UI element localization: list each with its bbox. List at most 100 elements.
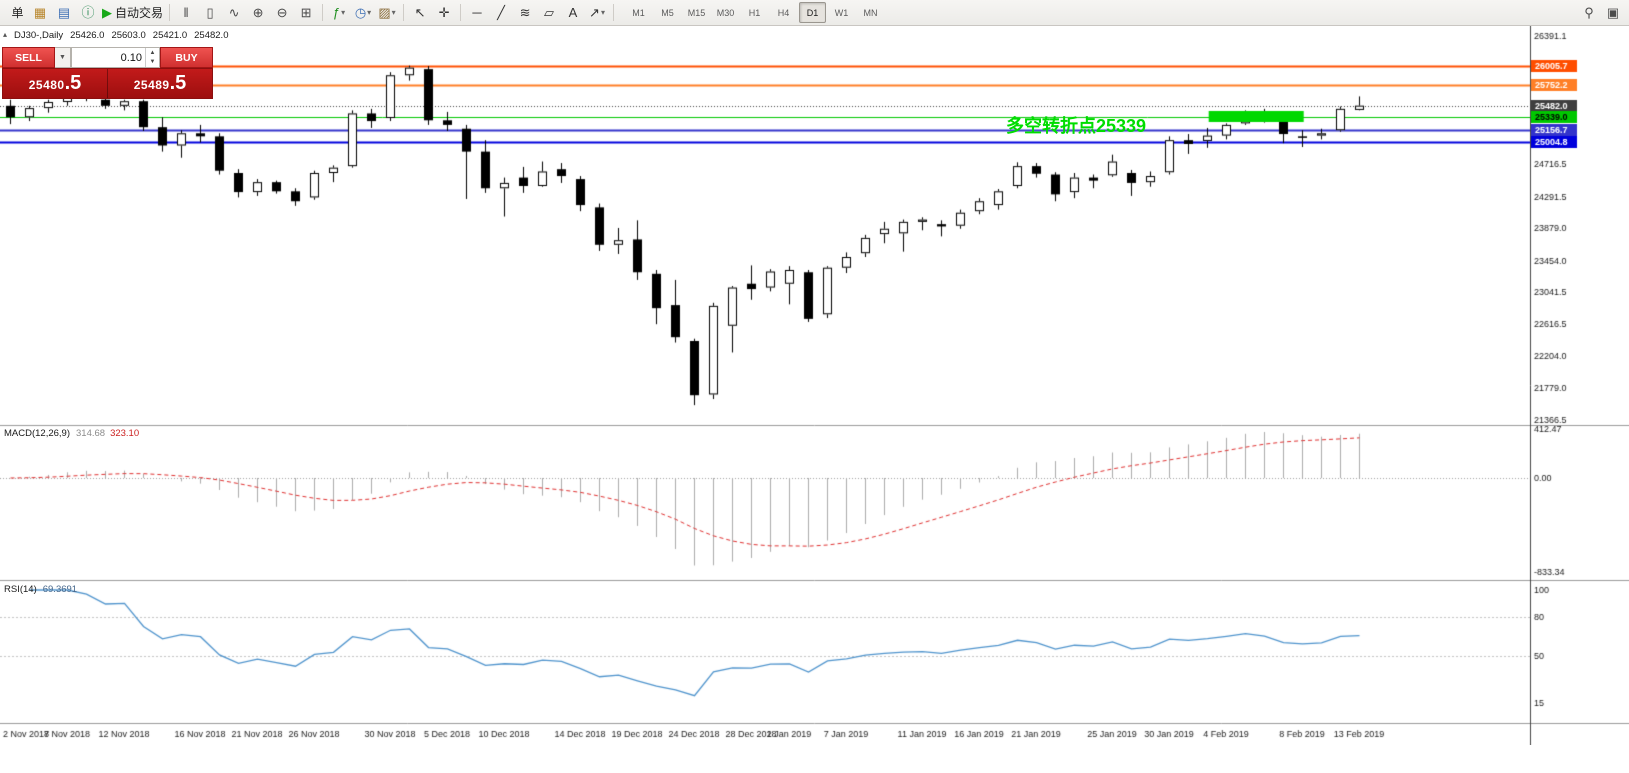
new-chart-icon: ▦: [33, 5, 47, 20]
zoom-out-icon: ⊖: [276, 5, 288, 20]
auto-trading-button[interactable]: ▶ 自动交易: [100, 2, 165, 24]
trendline-icon: ╱: [497, 5, 505, 20]
cursor-icon: ↖: [414, 5, 426, 20]
tile-windows-icon: ⊞: [300, 5, 312, 20]
macd-value: 314.68: [76, 428, 106, 439]
crosshair-icon: ✛: [438, 5, 450, 20]
new-order-button-label: 单: [11, 5, 24, 20]
chevron-down-icon[interactable]: ▾: [341, 7, 346, 17]
symbol-name: DJ30-,Daily: [14, 30, 64, 41]
chart-window: ▴ DJ30-,Daily 25426.0 25603.0 25421.0 25…: [0, 26, 1629, 773]
arrows-icon: ↗: [589, 5, 600, 20]
volume-up-icon[interactable]: ▲: [149, 49, 156, 56]
toolbar-separator: [322, 4, 324, 21]
text-label-icon[interactable]: A: [561, 2, 585, 24]
fibonacci-icon: ≋: [519, 5, 531, 20]
volume-box: ▲ ▼: [71, 47, 160, 68]
line-chart-icon: ∿: [228, 5, 240, 20]
toolbar-right-group: ⚲ ▣: [1577, 2, 1625, 24]
auto-trading-button-label: 自动交易: [115, 5, 164, 20]
sell-price-fraction: .5: [64, 72, 82, 94]
volume-input[interactable]: [72, 48, 145, 67]
macd-indicator-header: MACD(12,26,9) 314.68 323.10: [4, 428, 139, 439]
sell-button[interactable]: SELL: [2, 47, 55, 68]
toolbar-separator: [403, 4, 405, 21]
chart-canvas[interactable]: [0, 26, 1629, 745]
bar-chart-icon[interactable]: ‖: [174, 2, 198, 24]
profiles-icon: ▤: [57, 5, 71, 20]
chevron-down-icon[interactable]: ▾: [391, 7, 396, 17]
timeframe-m15[interactable]: M15: [687, 7, 706, 18]
toolbar-separator: [613, 4, 615, 21]
timeframe-h4[interactable]: H4: [777, 7, 790, 18]
timeframe-mn[interactable]: MN: [863, 7, 878, 18]
cursor-icon[interactable]: ↖: [408, 2, 432, 24]
templates-icon[interactable]: ▨ ▾: [375, 2, 399, 24]
sell-price-button[interactable]: 25480 .5: [3, 69, 107, 98]
buy-price-button[interactable]: 25489 .5: [107, 69, 212, 98]
volume-spinner: ▲ ▼: [145, 48, 159, 67]
timeframe-toolbar: M1 M5 M15 M30 H1 H4 D1 W1 MN: [624, 2, 885, 23]
arrows-icon[interactable]: ↗ ▾: [585, 2, 609, 24]
toolbar-separator: [169, 4, 171, 21]
line-chart-icon[interactable]: ∿: [222, 2, 246, 24]
data-window-icon: ⓘ: [81, 5, 95, 20]
ohlc-high: 25603.0: [111, 30, 146, 41]
periods-icon: ◷: [354, 5, 367, 20]
data-window-icon[interactable]: ⓘ: [76, 2, 100, 24]
ohlc-open: 25426.0: [70, 30, 105, 41]
channel-icon[interactable]: ▱: [537, 2, 561, 24]
crosshair-icon[interactable]: ✛: [432, 2, 456, 24]
chevron-down-icon[interactable]: ▾: [600, 7, 605, 17]
trendline-icon[interactable]: ╱: [489, 2, 513, 24]
buy-price-main: 25489: [133, 78, 170, 92]
volume-dropdown-button[interactable]: ▼: [55, 47, 71, 68]
zoom-out-icon[interactable]: ⊖: [270, 2, 294, 24]
volume-down-icon[interactable]: ▼: [149, 59, 156, 66]
rsi-title: RSI(14): [4, 584, 37, 595]
new-chart-icon[interactable]: ▦: [28, 2, 52, 24]
one-click-panel-toggle[interactable]: ▴: [3, 30, 8, 39]
tile-windows-icon[interactable]: ⊞: [294, 2, 318, 24]
auto-trading-button: ▶: [102, 5, 112, 20]
fibonacci-icon[interactable]: ≋: [513, 2, 537, 24]
horizontal-line-icon[interactable]: ─: [465, 2, 489, 24]
periods-icon[interactable]: ◷ ▾: [351, 2, 375, 24]
timeframe-d1[interactable]: D1: [799, 2, 827, 23]
ohlc-close: 25482.0: [194, 30, 229, 41]
zoom-in-icon[interactable]: ⊕: [246, 2, 270, 24]
candlestick-chart-icon[interactable]: ▯: [198, 2, 222, 24]
chart-ohlc-header: DJ30-,Daily 25426.0 25603.0 25421.0 2548…: [14, 30, 228, 41]
profiles-icon[interactable]: ▤: [52, 2, 76, 24]
timeframe-w1[interactable]: W1: [834, 7, 849, 18]
indicators-icon[interactable]: ƒ ▾: [327, 2, 351, 24]
templates-icon: ▨: [378, 5, 391, 20]
search-icon[interactable]: ⚲: [1584, 5, 1594, 20]
layout-icon[interactable]: ▣: [1606, 5, 1620, 20]
chart-text-annotation[interactable]: 多空转折点25339: [1006, 116, 1147, 136]
rsi-indicator-header: RSI(14) 69.3691: [4, 584, 77, 595]
ohlc-low: 25421.0: [152, 30, 188, 41]
zoom-in-icon: ⊕: [252, 5, 264, 20]
toolbar-left-groups: 单 ▦ ▤ ⓘ ▶ 自动交易 ‖ ▯ ∿ ⊕ ⊖ ⊞ ƒ ▾ ◷ ▾ ▨ ▾ ↖ ✛ ─ ╱ ≋ ▱ A ↗ ▾: [4, 2, 618, 24]
macd-signal-value: 323.10: [110, 428, 140, 439]
horizontal-line-icon: ─: [472, 5, 482, 20]
one-click-trading-panel: SELL ▼ ▲ ▼ BUY 25480 .5 25489: [2, 47, 213, 99]
buy-button[interactable]: BUY: [160, 47, 213, 68]
toolbar-separator: [460, 4, 462, 21]
bar-chart-icon: ‖: [183, 5, 189, 20]
timeframe-h1[interactable]: H1: [748, 7, 761, 18]
channel-icon: ▱: [544, 5, 555, 20]
indicators-icon: ƒ: [332, 5, 341, 20]
sell-price-main: 25480: [28, 78, 65, 92]
timeframe-m1[interactable]: M1: [632, 7, 645, 18]
main-toolbar: 单 ▦ ▤ ⓘ ▶ 自动交易 ‖ ▯ ∿ ⊕ ⊖ ⊞ ƒ ▾ ◷ ▾ ▨ ▾ ↖ ✛ ─ ╱ ≋ ▱ A ↗ ▾ M1 M5 M15 M3…: [0, 0, 1629, 26]
timeframe-m30[interactable]: M30: [716, 7, 735, 18]
buy-price-fraction: .5: [169, 72, 187, 94]
new-order-button[interactable]: 单: [4, 2, 28, 24]
macd-title: MACD(12,26,9): [4, 428, 70, 439]
timeframe-m5[interactable]: M5: [661, 7, 674, 18]
rsi-value: 69.3691: [42, 584, 78, 595]
candlestick-chart-icon: ▯: [206, 5, 214, 20]
chevron-down-icon[interactable]: ▾: [367, 7, 372, 17]
